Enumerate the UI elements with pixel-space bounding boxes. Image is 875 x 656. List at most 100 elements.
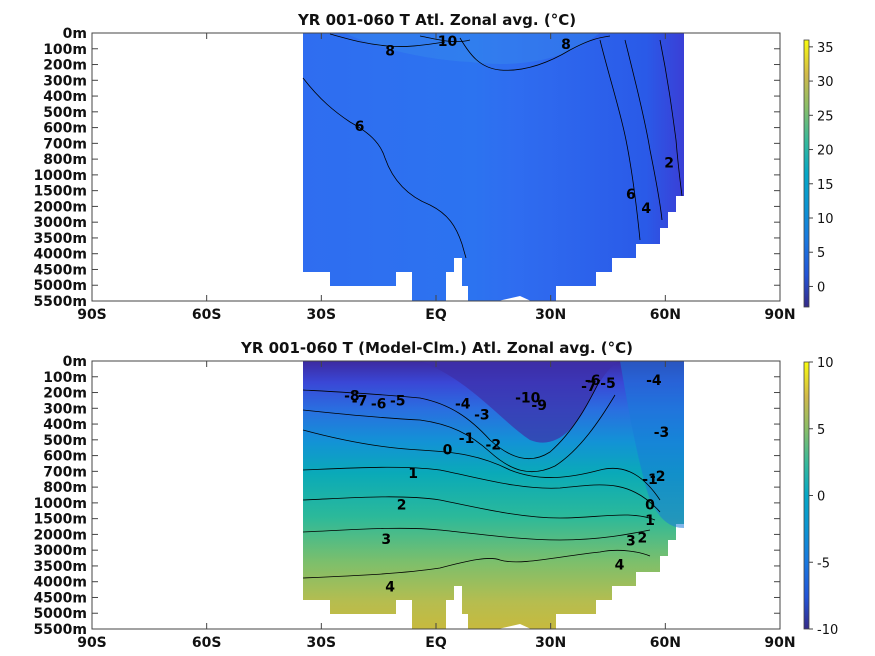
panel-1-colorbar-ticks: 0 5 10 15 20 25 30 35 [809,41,834,295]
panel-1-warm-core [345,33,600,64]
contour-label: -1 [459,431,475,447]
x-tick-label: 90N [764,307,795,323]
contour-label: 8 [561,37,571,53]
x-tick-label: EQ [425,635,447,651]
panel-2-contour-3 [302,527,651,541]
contour-label: -4 [455,397,471,413]
y-tick-label: 800m [43,480,87,496]
y-tick-label: 0m [63,26,87,42]
colorbar-tick-label: -10 [817,623,838,638]
panel-2: YR 001-060 T (Model-Clm.) Atl. Zonal avg… [33,339,838,651]
y-tick-label: 4000m [33,247,87,263]
panel-1-ocean-field [303,33,684,301]
panel-2-contour-0 [302,429,661,501]
panel-1-y-axis: 0m100m200m300m400m500m600m700m800m1000m1… [33,26,780,310]
y-tick-label: 700m [43,136,87,152]
contour-label: 3 [626,534,636,550]
contour-label: -8 [344,389,360,405]
panel-2-contour-labels: -8-7 -6 -5 -4-3-2-10-10-9-7-6 -5 -4-3-2-10123… [344,373,669,596]
y-tick-label: 800m [43,152,87,168]
y-tick-label: 1000m [33,496,87,512]
contour-label: -6 [585,373,601,389]
panel-1: YR 001-060 T Atl. Zonal avg. (°C) 8 10 8 6 2… [33,11,833,323]
y-tick-label: 3000m [33,215,87,231]
y-tick-label: 3500m [33,559,87,575]
panel-1-x-axis: 90S 60S 30S EQ 30N 60N 90N [77,33,796,323]
y-tick-label: 600m [43,121,87,137]
colorbar-tick-label: 0 [817,280,825,295]
x-tick-label: 90S [77,635,107,651]
colorbar-tick-label: 0 [817,490,825,505]
panel-1-field [302,33,684,301]
x-tick-label: 30N [535,635,566,651]
contour-label: 2 [397,497,407,513]
y-tick-label: 200m [43,58,87,74]
x-tick-label: 30S [307,635,337,651]
contour-label: 6 [626,187,636,203]
y-tick-label: 100m [43,370,87,386]
y-tick-label: 3500m [33,231,87,247]
contour-label: 6 [355,119,365,135]
contour-label: -3 [654,425,670,441]
contour-label: 2 [638,531,648,547]
panel-2-x-axis: 90S 60S 30S EQ 30N 60N 90N [77,361,796,651]
y-tick-label: 600m [43,449,87,465]
contour-label: 1 [645,513,655,529]
y-tick-label: 4000m [33,575,87,591]
y-tick-label: 1000m [33,168,87,184]
panel-2-contour-4 [302,549,651,579]
x-tick-label: 60N [650,635,681,651]
panel-1-contour-6b [599,39,641,241]
panel-2-contour-cold [302,379,601,460]
contour-label: -4 [646,373,662,389]
panel-2-colorbar-scale [803,361,810,630]
contour-label: -3 [474,408,490,424]
y-tick-label: 100m [43,42,87,58]
colorbar-tick-label: 5 [817,423,825,438]
x-tick-label: 30S [307,307,337,323]
panel-1-colorbar-scale [803,39,810,308]
contour-label: -5 [390,393,406,409]
y-tick-label: 5000m [33,278,87,294]
y-tick-label: 1500m [33,512,87,528]
y-tick-label: 500m [43,105,87,121]
contour-label: 4 [615,557,625,573]
y-tick-label: 500m [43,433,87,449]
y-tick-label: 300m [43,401,87,417]
y-tick-label: 300m [43,73,87,89]
contour-label: -10 [515,390,541,406]
x-tick-label: EQ [425,307,447,323]
contour-label: -2 [650,469,666,485]
panel-2-colorbar: -10 -5 0 5 10 [803,356,838,638]
colorbar-tick-label: 25 [817,109,834,124]
x-tick-label: 90N [764,635,795,651]
panel-1-contour-10 [419,35,471,43]
y-tick-label: 4500m [33,590,87,606]
y-tick-label: 400m [43,417,87,433]
colorbar-tick-label: 10 [817,212,834,227]
contour-label: 0 [645,497,655,513]
contour-label: 2 [664,155,674,171]
panel-1-contour-2 [659,39,683,197]
colorbar-tick-label: 10 [817,356,834,371]
y-tick-label: 2000m [33,199,87,215]
colorbar-tick-label: -5 [817,556,830,571]
panel-2-contour-cold-b [302,394,616,473]
panel-2-field [302,361,684,629]
contour-label: 3 [381,532,391,548]
contour-label: -7 [581,379,597,395]
y-tick-label: 400m [43,89,87,105]
y-tick-label: 5500m [33,294,87,310]
x-tick-label: 60N [650,307,681,323]
contour-label: 8 [385,43,395,59]
y-tick-label: 0m [63,354,87,370]
y-tick-label: 700m [43,464,87,480]
panel-2-contour-1 [302,466,661,513]
y-tick-label: 1500m [33,184,87,200]
colorbar-tick-label: 15 [817,178,834,193]
panel-2-cold-edge [620,361,684,528]
y-tick-label: 200m [43,386,87,402]
y-tick-label: 4500m [33,262,87,278]
